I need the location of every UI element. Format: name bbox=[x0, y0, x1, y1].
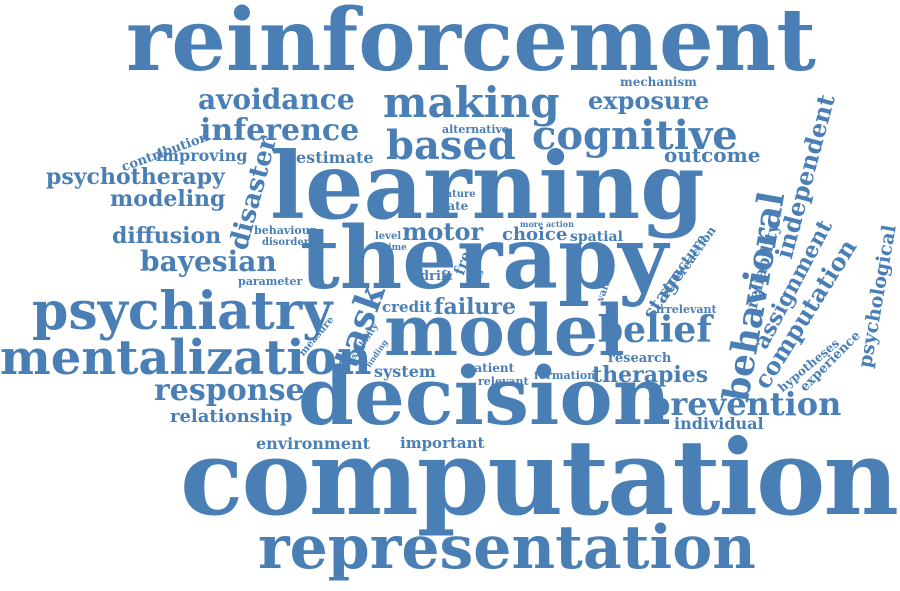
word-psychiatry: psychiatry bbox=[32, 281, 333, 342]
word-therapies: therapies bbox=[592, 362, 709, 388]
word-parameter: parameter bbox=[238, 275, 303, 288]
word-system: system bbox=[374, 362, 436, 381]
word-drift: drift bbox=[420, 269, 453, 284]
word-behaviour: behaviour bbox=[254, 224, 316, 237]
word-therapy: therapy bbox=[300, 208, 669, 309]
word-belief: belief bbox=[598, 309, 712, 351]
word-important: important bbox=[400, 434, 485, 452]
word-disorder: disorder bbox=[262, 237, 309, 248]
word-feature: feature bbox=[435, 189, 476, 200]
word-outcome: outcome bbox=[664, 143, 761, 167]
word-inference: inference bbox=[200, 113, 360, 148]
word-alternative: alternative bbox=[442, 123, 509, 136]
word-irrelevant: irrelevant bbox=[656, 303, 717, 316]
word-making: making bbox=[383, 78, 560, 127]
word-mentalization: mentalization bbox=[0, 330, 372, 386]
word-psychotherapy: psychotherapy bbox=[46, 164, 225, 190]
word-decision: decision bbox=[298, 349, 671, 443]
word-patient: patient bbox=[466, 361, 515, 375]
word-action: action bbox=[546, 219, 574, 229]
word-mechanism: mechanism bbox=[620, 75, 697, 89]
word-estimate: estimate bbox=[296, 148, 374, 167]
word-prevention: prevention bbox=[648, 385, 842, 423]
word-based: based bbox=[386, 122, 516, 169]
word-exposure: exposure bbox=[588, 86, 710, 115]
word-modeling: modeling bbox=[110, 186, 226, 212]
word-relationship: relationship bbox=[170, 406, 293, 427]
word-relevant: relevant bbox=[478, 375, 529, 388]
word-learning: learning bbox=[270, 132, 705, 240]
word-avoidance: avoidance bbox=[198, 83, 355, 116]
word-environment: environment bbox=[256, 434, 371, 453]
word-credit: credit bbox=[382, 298, 432, 316]
word-computational: computational bbox=[180, 416, 900, 539]
word-state: state bbox=[435, 199, 469, 213]
word-individual: individual bbox=[674, 414, 764, 433]
word-model: model bbox=[384, 289, 625, 372]
word-cognitive: cognitive bbox=[532, 112, 738, 159]
word-motor: motor bbox=[402, 217, 484, 246]
word-diffusion: diffusion bbox=[112, 223, 222, 249]
word-representation: representation bbox=[258, 513, 756, 583]
word-psychological: psychological bbox=[854, 223, 900, 370]
word-improving: improving bbox=[156, 146, 248, 165]
word-bayesian: bayesian bbox=[140, 245, 277, 278]
word-response: response bbox=[154, 373, 305, 408]
word-spatial: spatial bbox=[570, 229, 623, 245]
word-time: time bbox=[384, 243, 407, 253]
word-more: more bbox=[520, 219, 544, 229]
word-failure: failure bbox=[434, 294, 517, 320]
word-reinforcement: reinforcement bbox=[126, 0, 816, 91]
word-research: research bbox=[608, 351, 672, 366]
word-level: level bbox=[375, 231, 402, 242]
word-choice: choice bbox=[502, 224, 568, 245]
word-formation: formation bbox=[534, 369, 596, 382]
